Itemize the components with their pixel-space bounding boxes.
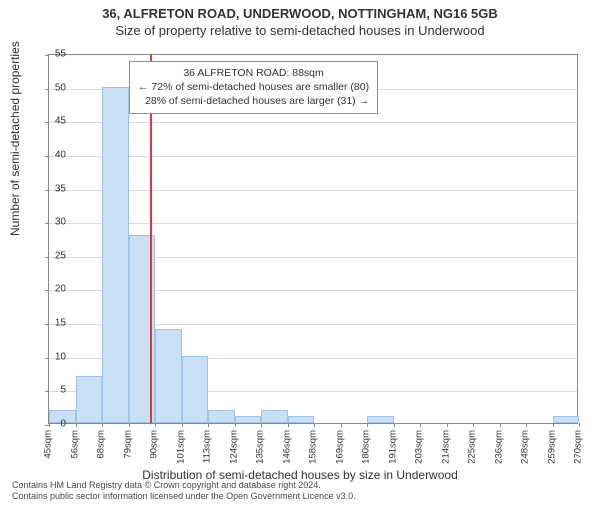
ytick-label: 5 <box>36 385 66 396</box>
ytick-label: 40 <box>36 149 66 160</box>
xtick-label: 203sqm <box>414 430 425 464</box>
xtick-label: 248sqm <box>520 430 531 464</box>
xtick-label: 135sqm <box>255 430 266 464</box>
xtick-mark <box>235 423 236 427</box>
ytick-label: 30 <box>36 217 66 228</box>
xtick-mark <box>155 423 156 427</box>
histogram-bar <box>208 410 235 423</box>
ytick-label: 25 <box>36 250 66 261</box>
annotation-box: 36 ALFRETON ROAD: 88sqm← 72% of semi-det… <box>129 61 378 114</box>
xtick-label: 45sqm <box>43 430 54 459</box>
xtick-label: 259sqm <box>546 430 557 464</box>
xtick-mark <box>102 423 103 427</box>
plot-area: 36 ALFRETON ROAD: 88sqm← 72% of semi-det… <box>48 54 578 424</box>
xtick-mark <box>76 423 77 427</box>
xtick-label: 79sqm <box>122 430 133 459</box>
xtick-label: 225sqm <box>467 430 478 464</box>
xtick-label: 236sqm <box>493 430 504 464</box>
xtick-label: 169sqm <box>334 430 345 464</box>
ytick-label: 35 <box>36 183 66 194</box>
xtick-mark <box>314 423 315 427</box>
histogram-bar <box>553 416 580 423</box>
xtick-mark <box>473 423 474 427</box>
annotation-line-3: 28% of semi-detached houses are larger (… <box>138 94 369 108</box>
histogram-bar <box>288 416 315 423</box>
title-line-2: Size of property relative to semi-detach… <box>0 23 600 38</box>
annotation-line-1: 36 ALFRETON ROAD: 88sqm <box>138 66 369 80</box>
xtick-label: 214sqm <box>440 430 451 464</box>
chart-container: 36 ALFRETON ROAD: 88sqm← 72% of semi-det… <box>48 54 578 424</box>
ytick-label: 55 <box>36 49 66 60</box>
xtick-label: 180sqm <box>361 430 372 464</box>
chart-title-block: 36, ALFRETON ROAD, UNDERWOOD, NOTTINGHAM… <box>0 6 600 38</box>
xtick-mark <box>129 423 130 427</box>
xtick-mark <box>288 423 289 427</box>
xtick-mark <box>579 423 580 427</box>
xtick-mark <box>182 423 183 427</box>
xtick-mark <box>500 423 501 427</box>
histogram-bar <box>102 87 129 423</box>
title-line-1: 36, ALFRETON ROAD, UNDERWOOD, NOTTINGHAM… <box>0 6 600 21</box>
xtick-mark <box>261 423 262 427</box>
xtick-label: 56sqm <box>69 430 80 459</box>
xtick-label: 101sqm <box>175 430 186 464</box>
xtick-mark <box>420 423 421 427</box>
xtick-mark <box>341 423 342 427</box>
histogram-bar <box>155 329 182 423</box>
xtick-label: 191sqm <box>387 430 398 464</box>
xtick-label: 158sqm <box>308 430 319 464</box>
xtick-mark <box>208 423 209 427</box>
footer-line-1: Contains HM Land Registry data © Crown c… <box>12 480 356 491</box>
xtick-mark <box>394 423 395 427</box>
y-axis-label: Number of semi-detached properties <box>8 41 22 236</box>
ytick-label: 20 <box>36 284 66 295</box>
ytick-label: 10 <box>36 351 66 362</box>
xtick-label: 113sqm <box>202 430 213 463</box>
xtick-mark <box>553 423 554 427</box>
ytick-label: 50 <box>36 82 66 93</box>
xtick-label: 270sqm <box>573 430 584 464</box>
annotation-line-2: ← 72% of semi-detached houses are smalle… <box>138 80 369 94</box>
xtick-mark <box>367 423 368 427</box>
footer: Contains HM Land Registry data © Crown c… <box>12 480 356 502</box>
ytick-label: 0 <box>36 419 66 430</box>
histogram-bar <box>367 416 394 423</box>
histogram-bar <box>261 410 288 423</box>
ytick-label: 45 <box>36 116 66 127</box>
footer-line-2: Contains public sector information licen… <box>12 491 356 502</box>
xtick-label: 90sqm <box>149 430 160 459</box>
histogram-bar <box>76 376 103 423</box>
xtick-label: 124sqm <box>228 430 239 464</box>
xtick-label: 146sqm <box>281 430 292 464</box>
ytick-label: 15 <box>36 318 66 329</box>
histogram-bar <box>235 416 262 423</box>
xtick-label: 68sqm <box>96 430 107 459</box>
xtick-mark <box>526 423 527 427</box>
histogram-bar <box>182 356 209 423</box>
xtick-mark <box>447 423 448 427</box>
